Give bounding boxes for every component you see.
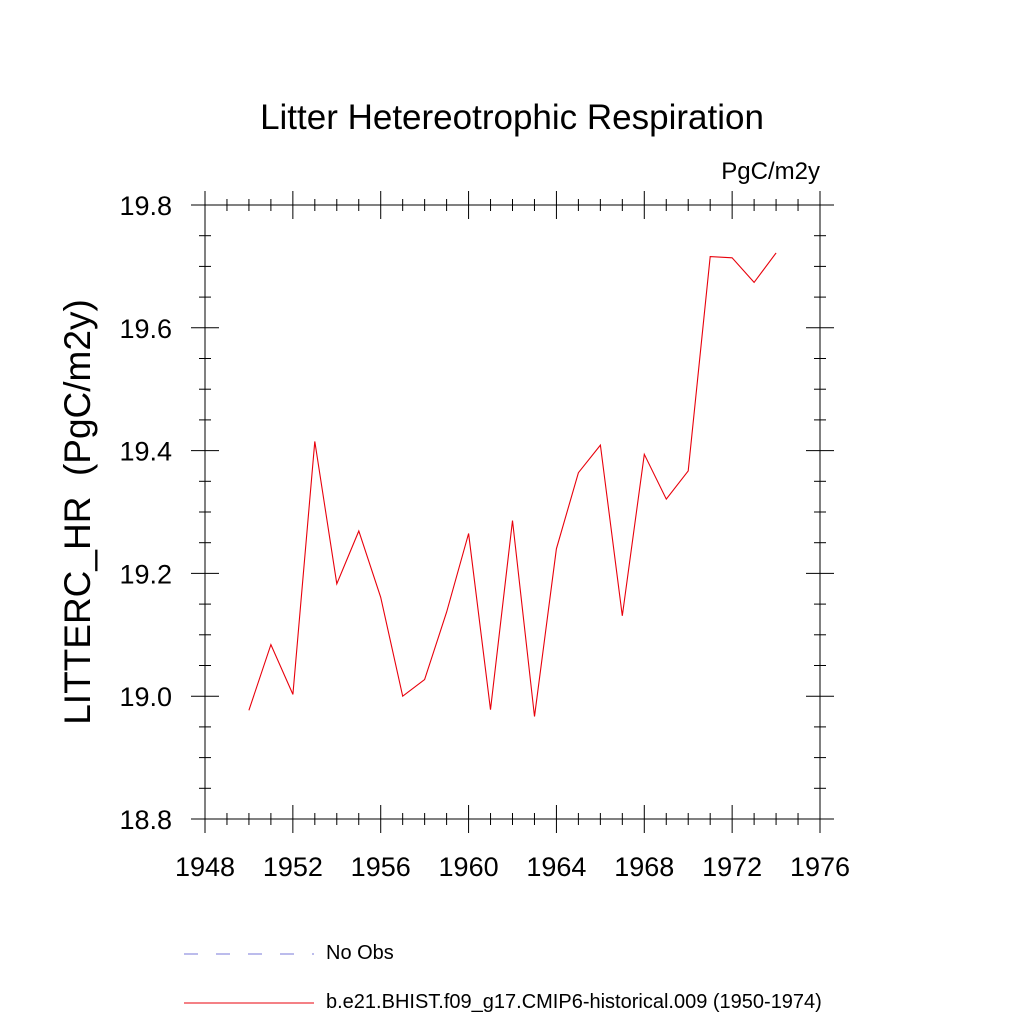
series-line xyxy=(248,252,777,717)
legend-label: No Obs xyxy=(326,942,394,964)
y-tick-label: 19.0 xyxy=(119,682,172,712)
legend-label: b.e21.BHIST.f09_g17.CMIP6-historical.009… xyxy=(326,991,822,1013)
x-tick-label: 1972 xyxy=(702,852,762,882)
x-tick-label: 1956 xyxy=(351,852,411,882)
y-tick-label: 19.6 xyxy=(119,314,172,344)
y-tick-label: 19.2 xyxy=(119,559,172,589)
x-tick-label: 1948 xyxy=(175,852,235,882)
y-tick-label: 19.4 xyxy=(119,437,172,467)
y-tick-label: 18.8 xyxy=(119,805,172,835)
chart-title: Litter Hetereotrophic Respiration xyxy=(260,98,764,137)
y-tick-label: 19.8 xyxy=(119,191,172,221)
x-tick-label: 1960 xyxy=(439,852,499,882)
x-tick-label: 1952 xyxy=(263,852,323,882)
plot-frame xyxy=(204,204,821,820)
x-tick-label: 1968 xyxy=(614,852,674,882)
units-label: PgC/m2y xyxy=(721,158,820,185)
legend-swatch-no-obs xyxy=(184,953,314,955)
legend-swatch-model xyxy=(184,1002,314,1004)
x-tick-label: 1964 xyxy=(526,852,586,882)
x-tick-label: 1976 xyxy=(790,852,850,882)
